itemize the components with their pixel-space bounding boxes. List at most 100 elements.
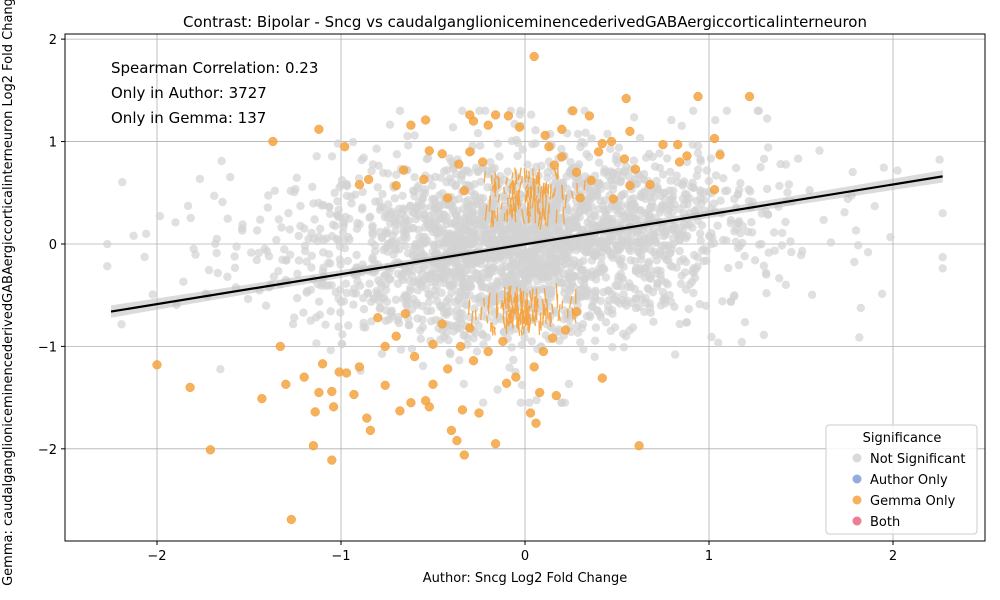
- dense-cluster-mark: [527, 202, 530, 209]
- dense-cluster-mark: [527, 206, 531, 223]
- data-point-not-significant: [522, 257, 532, 266]
- data-point-not-significant: [319, 248, 328, 257]
- data-point-not-significant: [471, 316, 480, 325]
- data-point-not-significant: [274, 215, 283, 224]
- data-point-not-significant: [394, 312, 403, 322]
- data-point-not-significant: [646, 308, 655, 317]
- data-point-not-significant: [449, 322, 459, 331]
- data-point-not-significant: [805, 186, 814, 195]
- data-point-not-significant: [616, 237, 625, 247]
- x-tick-label: −1: [331, 549, 350, 564]
- dense-cluster-mark: [564, 194, 568, 209]
- dense-cluster-mark: [482, 298, 485, 307]
- dense-cluster-mark: [526, 305, 530, 311]
- data-point-not-significant: [252, 255, 261, 265]
- data-point-not-significant: [551, 196, 560, 205]
- data-point-not-significant: [479, 268, 488, 278]
- data-point-not-significant: [493, 385, 502, 394]
- data-point-not-significant: [396, 345, 406, 354]
- data-point-not-significant: [644, 285, 653, 294]
- data-point-not-significant: [418, 323, 427, 332]
- data-point-not-significant: [204, 265, 214, 275]
- data-point-gemma-only: [334, 367, 344, 377]
- data-point-not-significant: [118, 178, 127, 187]
- data-point-not-significant: [587, 272, 597, 282]
- data-point-not-significant: [434, 201, 444, 210]
- data-point-not-significant: [461, 197, 471, 206]
- data-point-not-significant: [517, 340, 527, 350]
- data-point-not-significant: [709, 199, 719, 208]
- data-point-not-significant: [503, 167, 512, 176]
- data-point-not-significant: [701, 301, 711, 310]
- dense-cluster-mark: [523, 168, 526, 183]
- dense-cluster-mark: [467, 299, 471, 316]
- data-point-not-significant: [410, 131, 419, 140]
- data-point-not-significant: [531, 126, 540, 135]
- data-point-not-significant: [374, 276, 383, 285]
- data-point-gemma-only: [380, 380, 390, 390]
- data-point-not-significant: [409, 223, 418, 233]
- data-point-not-significant: [340, 244, 349, 253]
- data-point-not-significant: [379, 245, 388, 255]
- data-point-gemma-only: [395, 406, 405, 416]
- data-point-not-significant: [277, 223, 286, 232]
- data-point-not-significant: [179, 277, 188, 286]
- data-point-not-significant: [678, 194, 688, 203]
- data-point-gemma-only: [391, 180, 401, 191]
- data-point-not-significant: [696, 229, 705, 238]
- data-point-not-significant: [427, 202, 436, 211]
- data-point-not-significant: [659, 296, 668, 305]
- data-point-not-significant: [653, 279, 662, 288]
- dense-cluster-mark: [519, 294, 522, 301]
- dense-cluster-mark: [509, 308, 513, 316]
- dense-cluster-mark: [500, 202, 503, 210]
- data-point-not-significant: [256, 215, 265, 224]
- data-point-not-significant: [547, 323, 556, 332]
- data-point-not-significant: [442, 166, 452, 175]
- data-point-not-significant: [826, 238, 836, 247]
- data-point-not-significant: [525, 398, 534, 407]
- data-point-not-significant: [463, 340, 472, 349]
- data-point-not-significant: [626, 256, 635, 265]
- data-point-not-significant: [697, 221, 707, 230]
- data-point-gemma-only: [474, 408, 484, 418]
- dense-cluster-mark: [555, 209, 558, 224]
- data-point-not-significant: [592, 191, 602, 200]
- data-point-not-significant: [591, 294, 600, 303]
- data-point-not-significant: [458, 309, 467, 318]
- data-point-not-significant: [611, 155, 620, 164]
- data-point-not-significant: [419, 276, 428, 285]
- data-point-not-significant: [762, 289, 771, 298]
- dense-cluster-mark: [520, 329, 523, 336]
- data-point-not-significant: [671, 224, 680, 233]
- data-point-not-significant: [155, 211, 165, 221]
- data-point-not-significant: [551, 225, 560, 235]
- gemma-only-points: [152, 51, 755, 525]
- data-point-not-significant: [656, 266, 665, 276]
- dense-cluster-mark: [488, 195, 492, 212]
- data-point-not-significant: [567, 279, 577, 289]
- data-point-not-significant: [855, 333, 864, 342]
- data-point-not-significant: [639, 169, 649, 179]
- data-point-not-significant: [262, 247, 272, 256]
- data-point-gemma-only: [459, 186, 469, 196]
- data-point-not-significant: [480, 211, 489, 221]
- data-point-not-significant: [756, 163, 765, 172]
- data-point-not-significant: [730, 291, 739, 300]
- data-point-not-significant: [270, 186, 279, 195]
- data-point-not-significant: [517, 279, 527, 288]
- data-point-not-significant: [412, 298, 421, 307]
- data-point-not-significant: [341, 279, 351, 288]
- data-point-not-significant: [694, 165, 703, 174]
- data-point-gemma-only: [514, 122, 525, 132]
- data-point-not-significant: [418, 315, 427, 324]
- data-point-gemma-only: [409, 351, 420, 362]
- data-point-not-significant: [186, 213, 195, 223]
- data-point-not-significant: [683, 221, 693, 230]
- data-point-gemma-only: [317, 359, 328, 369]
- dense-cluster-mark: [538, 207, 540, 215]
- data-point-not-significant: [870, 202, 879, 211]
- data-point-not-significant: [333, 197, 342, 206]
- data-point-not-significant: [337, 339, 347, 349]
- data-point-not-significant: [319, 263, 328, 272]
